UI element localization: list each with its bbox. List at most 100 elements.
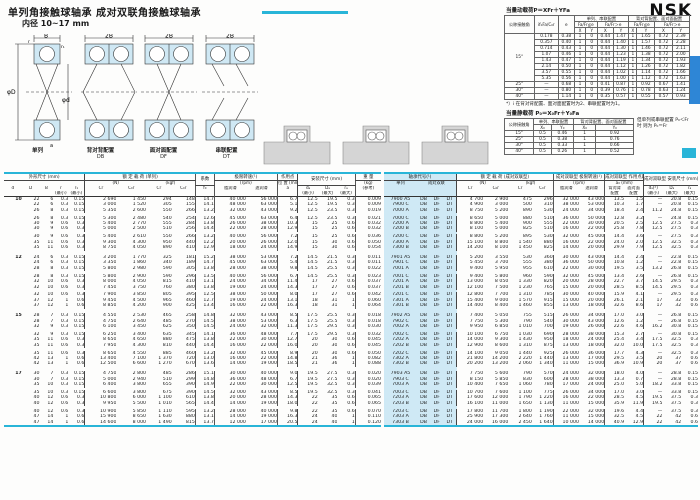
cell: 30 000 — [213, 371, 246, 377]
cell: 0.030 — [354, 324, 381, 330]
cell: — — [643, 202, 663, 208]
cell: 5 000 — [84, 226, 117, 232]
cell: 14 — [47, 414, 54, 420]
cell: 6 250 — [84, 331, 117, 338]
cell: 29.9 — [604, 245, 625, 251]
cell: 900 — [522, 221, 532, 227]
cell: 38 000 — [552, 202, 579, 208]
cell: 7 100 — [132, 356, 147, 362]
cell: 0.6 — [60, 221, 69, 227]
cell: 11 000 — [552, 361, 579, 367]
bearing-code: 7301 B — [384, 303, 417, 309]
cell: 14 200 — [456, 245, 484, 251]
cell: — — [643, 260, 663, 266]
cell: 0.15 — [73, 324, 85, 330]
pair-config: DB — [416, 313, 431, 319]
cell — [552, 191, 605, 197]
bearing-code: 7302 B — [384, 361, 417, 367]
cell: 4.0 — [635, 371, 644, 377]
cell: 3.0 — [635, 390, 644, 396]
pair-config: DF — [430, 395, 444, 401]
cell: 0.3 — [347, 273, 355, 279]
bearing-code: 7203 C — [384, 408, 417, 415]
cell: — — [643, 255, 663, 261]
cell: 890 — [522, 207, 532, 213]
cell: 0.15 — [687, 382, 698, 388]
pair-config: DB — [416, 196, 431, 203]
cell: 3 200 — [84, 255, 117, 261]
cell: 9 050 — [494, 350, 509, 356]
cell: 9 300 — [84, 239, 117, 246]
cell: 7 — [50, 376, 54, 382]
table-row — [384, 366, 698, 372]
cell: 8 — [50, 207, 54, 213]
bearing-code: 7900 A5 — [384, 196, 417, 203]
cell: 32.5 — [670, 239, 682, 245]
cell: 10.9 — [632, 361, 644, 367]
cell: 18 000 — [587, 342, 605, 348]
cell: 299 — [185, 376, 195, 382]
cell: 8 750 — [456, 207, 484, 214]
pair-config: DB — [416, 226, 431, 232]
cell: 3 550 — [494, 255, 509, 261]
cell: 25.5 — [327, 265, 338, 271]
cell: 1 440 — [539, 356, 553, 362]
bearing-code: 7002 A — [384, 324, 417, 330]
cell: 0.3 — [690, 337, 698, 343]
pair-config: DT — [443, 400, 457, 407]
cell: 6 — [50, 255, 54, 261]
cell: 5 400 — [84, 234, 117, 240]
cell: 30.8 — [670, 331, 682, 337]
cell: 42 — [675, 414, 682, 420]
cell: 19 000 — [213, 297, 246, 304]
cell: Cr — [456, 185, 484, 192]
cell: 1 — [572, 147, 597, 155]
table-row — [384, 231, 698, 235]
cell: 0.3 — [347, 265, 355, 271]
cell: (最大) — [666, 191, 678, 196]
cell: 22 000 — [587, 239, 605, 245]
cell: 27.5 — [670, 234, 682, 240]
cell: 0.15 — [73, 255, 85, 261]
cell: (N) — [456, 180, 509, 186]
cell — [416, 250, 457, 256]
cell: 8 650 — [84, 337, 117, 343]
cell: 8 100 — [456, 226, 484, 232]
cell: 10 100 — [456, 331, 484, 338]
cell: 14.5 — [643, 279, 663, 285]
table-row: 7302 B DB DF DT 20 200 13 200 2 060 1 340 11 000… — [384, 361, 698, 367]
cell: 0.6 — [347, 400, 355, 406]
cell: 0.045 — [354, 337, 381, 343]
cell: 11 — [47, 245, 54, 251]
cell: 26.8 — [670, 273, 682, 279]
cell: dₐ — [297, 185, 318, 192]
cell: 22 000 — [213, 337, 246, 343]
cell: 8 800 — [456, 221, 484, 227]
cell: 7.2 — [276, 234, 298, 240]
cell: 0.15 — [687, 331, 698, 337]
cell: 12 — [47, 297, 54, 303]
cell: 1.2 — [635, 260, 644, 266]
cell: 43 000 — [260, 390, 277, 396]
cell: 1.5 — [635, 196, 644, 202]
cell: 540 — [543, 318, 553, 324]
cell: 485 — [162, 371, 172, 377]
cell: 背对背 — [604, 185, 625, 192]
pair-config: DB — [416, 221, 431, 227]
cell: 20 — [297, 350, 318, 357]
cell: 17.0 — [604, 390, 625, 396]
table-row: 42 13 1 0.6 12 500 6 600 1 270 670 13.6 14 000 19 … — [4, 361, 381, 367]
hdr-speed: 极限转速(¹) — [213, 174, 278, 181]
pair-config: DF — [430, 324, 444, 330]
bearing-code: 7902 C — [384, 318, 417, 325]
cell: 0.3 — [76, 239, 85, 245]
cell: 256 — [185, 226, 195, 232]
cell: 28.5 — [604, 284, 625, 290]
cell: (kg) — [354, 180, 381, 186]
cell: (最小) — [297, 191, 318, 197]
cell: 10 — [47, 390, 54, 396]
cell: 12.7 — [194, 297, 215, 304]
cell: 9 — [50, 234, 54, 240]
pair-config: DB — [416, 395, 431, 401]
hdr-weight: 重 量 — [354, 174, 381, 181]
